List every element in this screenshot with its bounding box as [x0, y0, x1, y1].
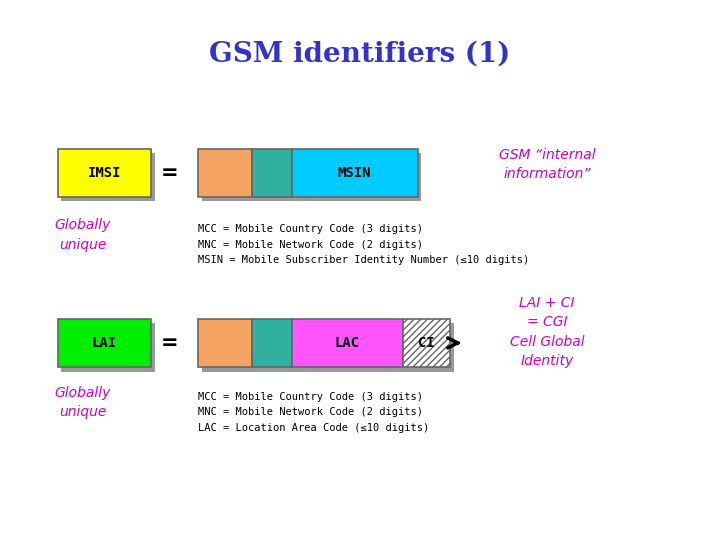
FancyBboxPatch shape [252, 319, 292, 367]
FancyBboxPatch shape [292, 148, 418, 197]
FancyBboxPatch shape [198, 148, 252, 197]
FancyBboxPatch shape [202, 323, 256, 372]
FancyBboxPatch shape [198, 319, 252, 367]
Text: Globally
unique: Globally unique [55, 386, 111, 419]
FancyBboxPatch shape [61, 323, 155, 372]
Text: Globally
unique: Globally unique [55, 218, 111, 252]
Text: MSIN: MSIN [338, 166, 372, 180]
Text: LAC: LAC [335, 336, 360, 350]
FancyBboxPatch shape [202, 153, 256, 201]
Text: MCC = Mobile Country Code (3 digits)
MNC = Mobile Network Code (2 digits)
LAC = : MCC = Mobile Country Code (3 digits) MNC… [198, 392, 429, 433]
FancyBboxPatch shape [61, 153, 155, 201]
FancyBboxPatch shape [295, 323, 407, 372]
Text: =: = [161, 163, 178, 183]
Text: CI: CI [418, 336, 435, 350]
FancyBboxPatch shape [403, 319, 450, 367]
FancyBboxPatch shape [292, 319, 403, 367]
FancyBboxPatch shape [252, 148, 292, 197]
Text: GSM “internal
information”: GSM “internal information” [499, 148, 595, 181]
Text: LAI: LAI [92, 336, 117, 350]
Text: GSM identifiers (1): GSM identifiers (1) [210, 40, 510, 68]
Text: IMSI: IMSI [88, 166, 121, 180]
FancyBboxPatch shape [407, 323, 454, 372]
Text: MCC = Mobile Country Code (3 digits)
MNC = Mobile Network Code (2 digits)
MSIN =: MCC = Mobile Country Code (3 digits) MNC… [198, 224, 529, 265]
FancyBboxPatch shape [256, 323, 295, 372]
FancyBboxPatch shape [295, 153, 421, 201]
Text: =: = [161, 333, 178, 353]
FancyBboxPatch shape [256, 153, 295, 201]
FancyBboxPatch shape [58, 319, 151, 367]
FancyBboxPatch shape [58, 148, 151, 197]
Text: LAI + CI
= CGI
Cell Global
Identity: LAI + CI = CGI Cell Global Identity [510, 296, 585, 368]
